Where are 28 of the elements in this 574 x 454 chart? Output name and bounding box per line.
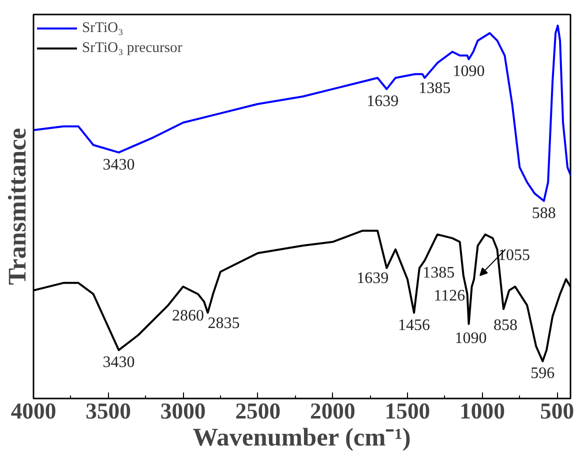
- annotation: 858: [493, 317, 518, 334]
- y-axis-title: Transmittance: [4, 128, 32, 286]
- annotation: 3430: [102, 156, 135, 174]
- x-tick-label: 1000: [460, 398, 505, 424]
- annotation: 588: [532, 204, 556, 222]
- annotation: 1055: [498, 247, 530, 264]
- x-tick-label: 1500: [384, 398, 430, 424]
- x-axis-title: Wavenumber (cm⁻¹): [192, 424, 411, 452]
- x-tick-label: 2000: [310, 398, 356, 424]
- annotation: 2860: [172, 308, 204, 325]
- annotation: 596: [530, 365, 555, 382]
- legend-label: SrTiO₃: [82, 20, 124, 36]
- x-tick-label: 2500: [235, 398, 281, 424]
- legend-label: SrTiO₃ precursor: [82, 40, 182, 56]
- x-tick-label: 4000: [10, 398, 56, 424]
- annotation: 1456: [398, 316, 430, 334]
- annotation: 3430: [102, 354, 135, 372]
- x-tick-label: 3000: [160, 398, 206, 424]
- annotation: 1385: [422, 264, 455, 282]
- annotation: 1639: [366, 93, 399, 110]
- annotation: 1090: [452, 63, 485, 80]
- annotation: 2835: [208, 314, 240, 332]
- annotation: 1639: [356, 270, 389, 288]
- x-tick-label: 500: [540, 398, 574, 424]
- annotation: 1126: [434, 287, 466, 304]
- annotation: 1090: [454, 330, 487, 347]
- annotation: 1385: [418, 80, 451, 97]
- x-tick-label: 3500: [86, 398, 131, 424]
